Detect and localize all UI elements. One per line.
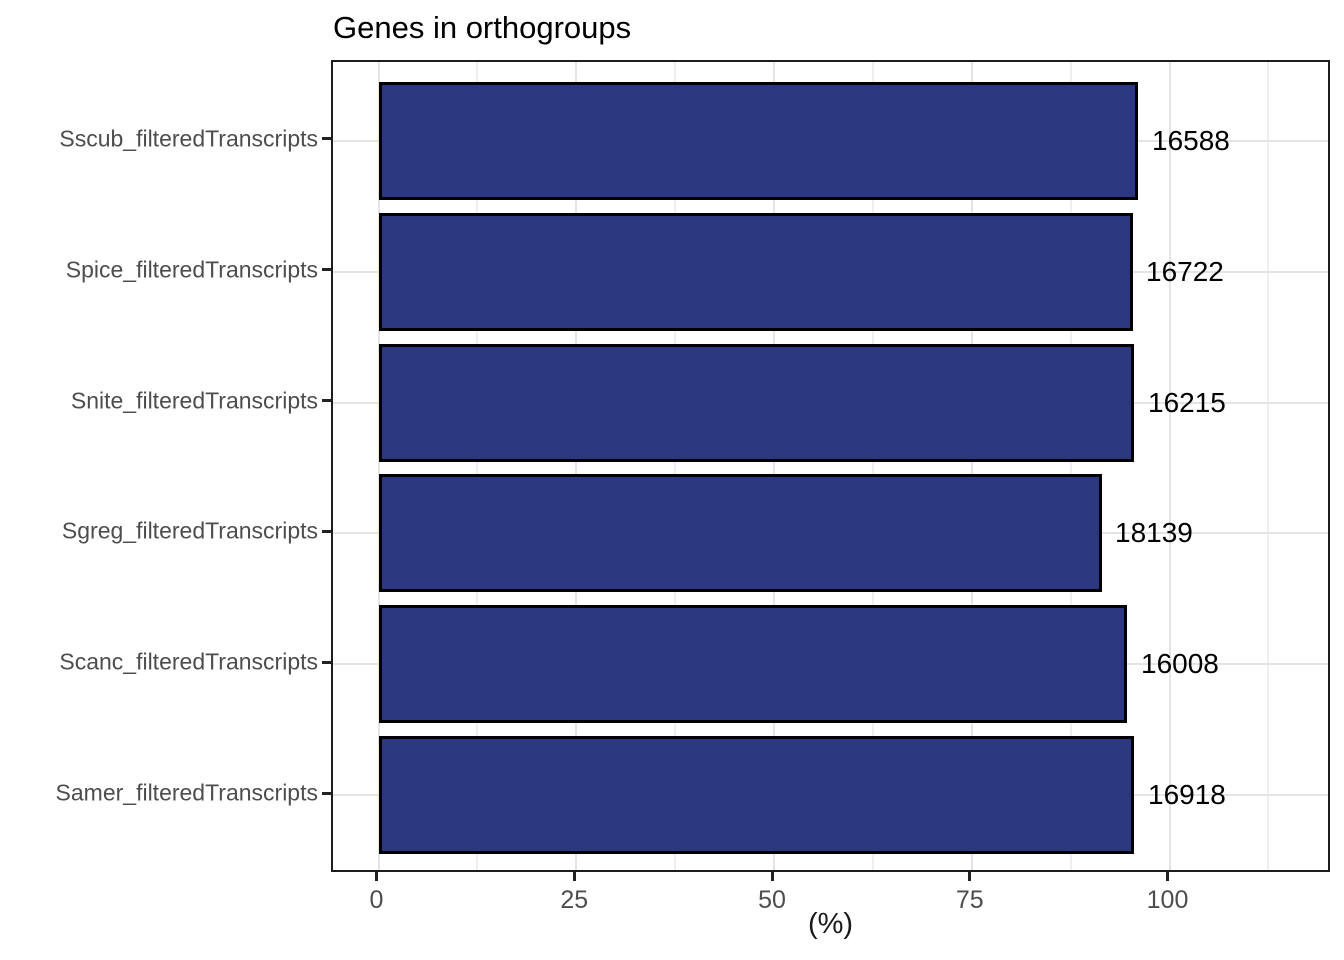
x-axis-tick-label: 0 bbox=[369, 886, 384, 914]
y-axis-tick bbox=[322, 268, 331, 272]
bar-value-label: 16588 bbox=[1152, 124, 1230, 156]
x-axis-tick-label: 75 bbox=[955, 886, 984, 914]
y-axis-label: Scanc_filteredTranscripts bbox=[59, 648, 318, 675]
bar-Sgreg_filteredTranscripts bbox=[378, 474, 1102, 592]
y-axis-tick bbox=[322, 660, 331, 664]
gridline-minor-vertical bbox=[1267, 62, 1270, 870]
x-axis-tick bbox=[375, 872, 378, 881]
gridline-major-vertical bbox=[1168, 62, 1171, 870]
x-axis-title: (%) bbox=[807, 908, 854, 940]
gridline-major-vertical bbox=[377, 62, 380, 870]
gridline-major-vertical bbox=[970, 62, 973, 870]
bar-Scanc_filteredTranscripts bbox=[378, 605, 1127, 723]
x-axis-tick bbox=[770, 872, 774, 881]
bar-value-label: 16722 bbox=[1146, 255, 1224, 287]
plot-panel: 16588 16722 16215 18139 16008 16918 bbox=[331, 60, 1330, 872]
bar-value-label: 16008 bbox=[1141, 648, 1219, 680]
y-axis-label: Sgreg_filteredTranscripts bbox=[61, 517, 318, 544]
gridline-minor-vertical bbox=[1069, 62, 1072, 870]
y-axis-tick bbox=[322, 399, 331, 403]
x-axis-tick bbox=[1166, 872, 1169, 881]
y-axis-label: Samer_filteredTranscripts bbox=[55, 779, 318, 806]
y-axis-tick bbox=[322, 137, 331, 141]
bar-Snite_filteredTranscripts bbox=[378, 344, 1134, 462]
x-axis-tick-label: 100 bbox=[1146, 886, 1189, 914]
x-axis-tick-label: 25 bbox=[560, 886, 589, 914]
bar-value-label: 16215 bbox=[1148, 386, 1226, 418]
gridline-major-vertical bbox=[773, 62, 775, 870]
gridline-minor-vertical bbox=[476, 62, 479, 870]
bar-Samer_filteredTranscripts bbox=[378, 736, 1134, 854]
y-axis-tick bbox=[322, 791, 331, 795]
chart-title: Genes in orthogroups bbox=[333, 10, 632, 45]
bar-Spice_filteredTranscripts bbox=[378, 213, 1133, 331]
y-axis-tick bbox=[322, 529, 331, 533]
x-axis-tick bbox=[968, 872, 972, 881]
y-axis-label: Sscub_filteredTranscripts bbox=[59, 125, 318, 152]
gridline-minor-vertical bbox=[674, 62, 677, 870]
x-axis-tick bbox=[572, 872, 576, 881]
bar-value-label: 18139 bbox=[1115, 517, 1193, 549]
gridline-minor-vertical bbox=[871, 62, 874, 870]
y-axis-label: Snite_filteredTranscripts bbox=[70, 387, 318, 414]
bar-value-label: 16918 bbox=[1148, 779, 1226, 811]
y-axis-label: Spice_filteredTranscripts bbox=[65, 256, 318, 283]
x-axis-tick-label: 50 bbox=[758, 886, 786, 914]
gridline-major-vertical bbox=[575, 62, 578, 870]
bar-Sscub_filteredTranscripts bbox=[378, 82, 1138, 200]
